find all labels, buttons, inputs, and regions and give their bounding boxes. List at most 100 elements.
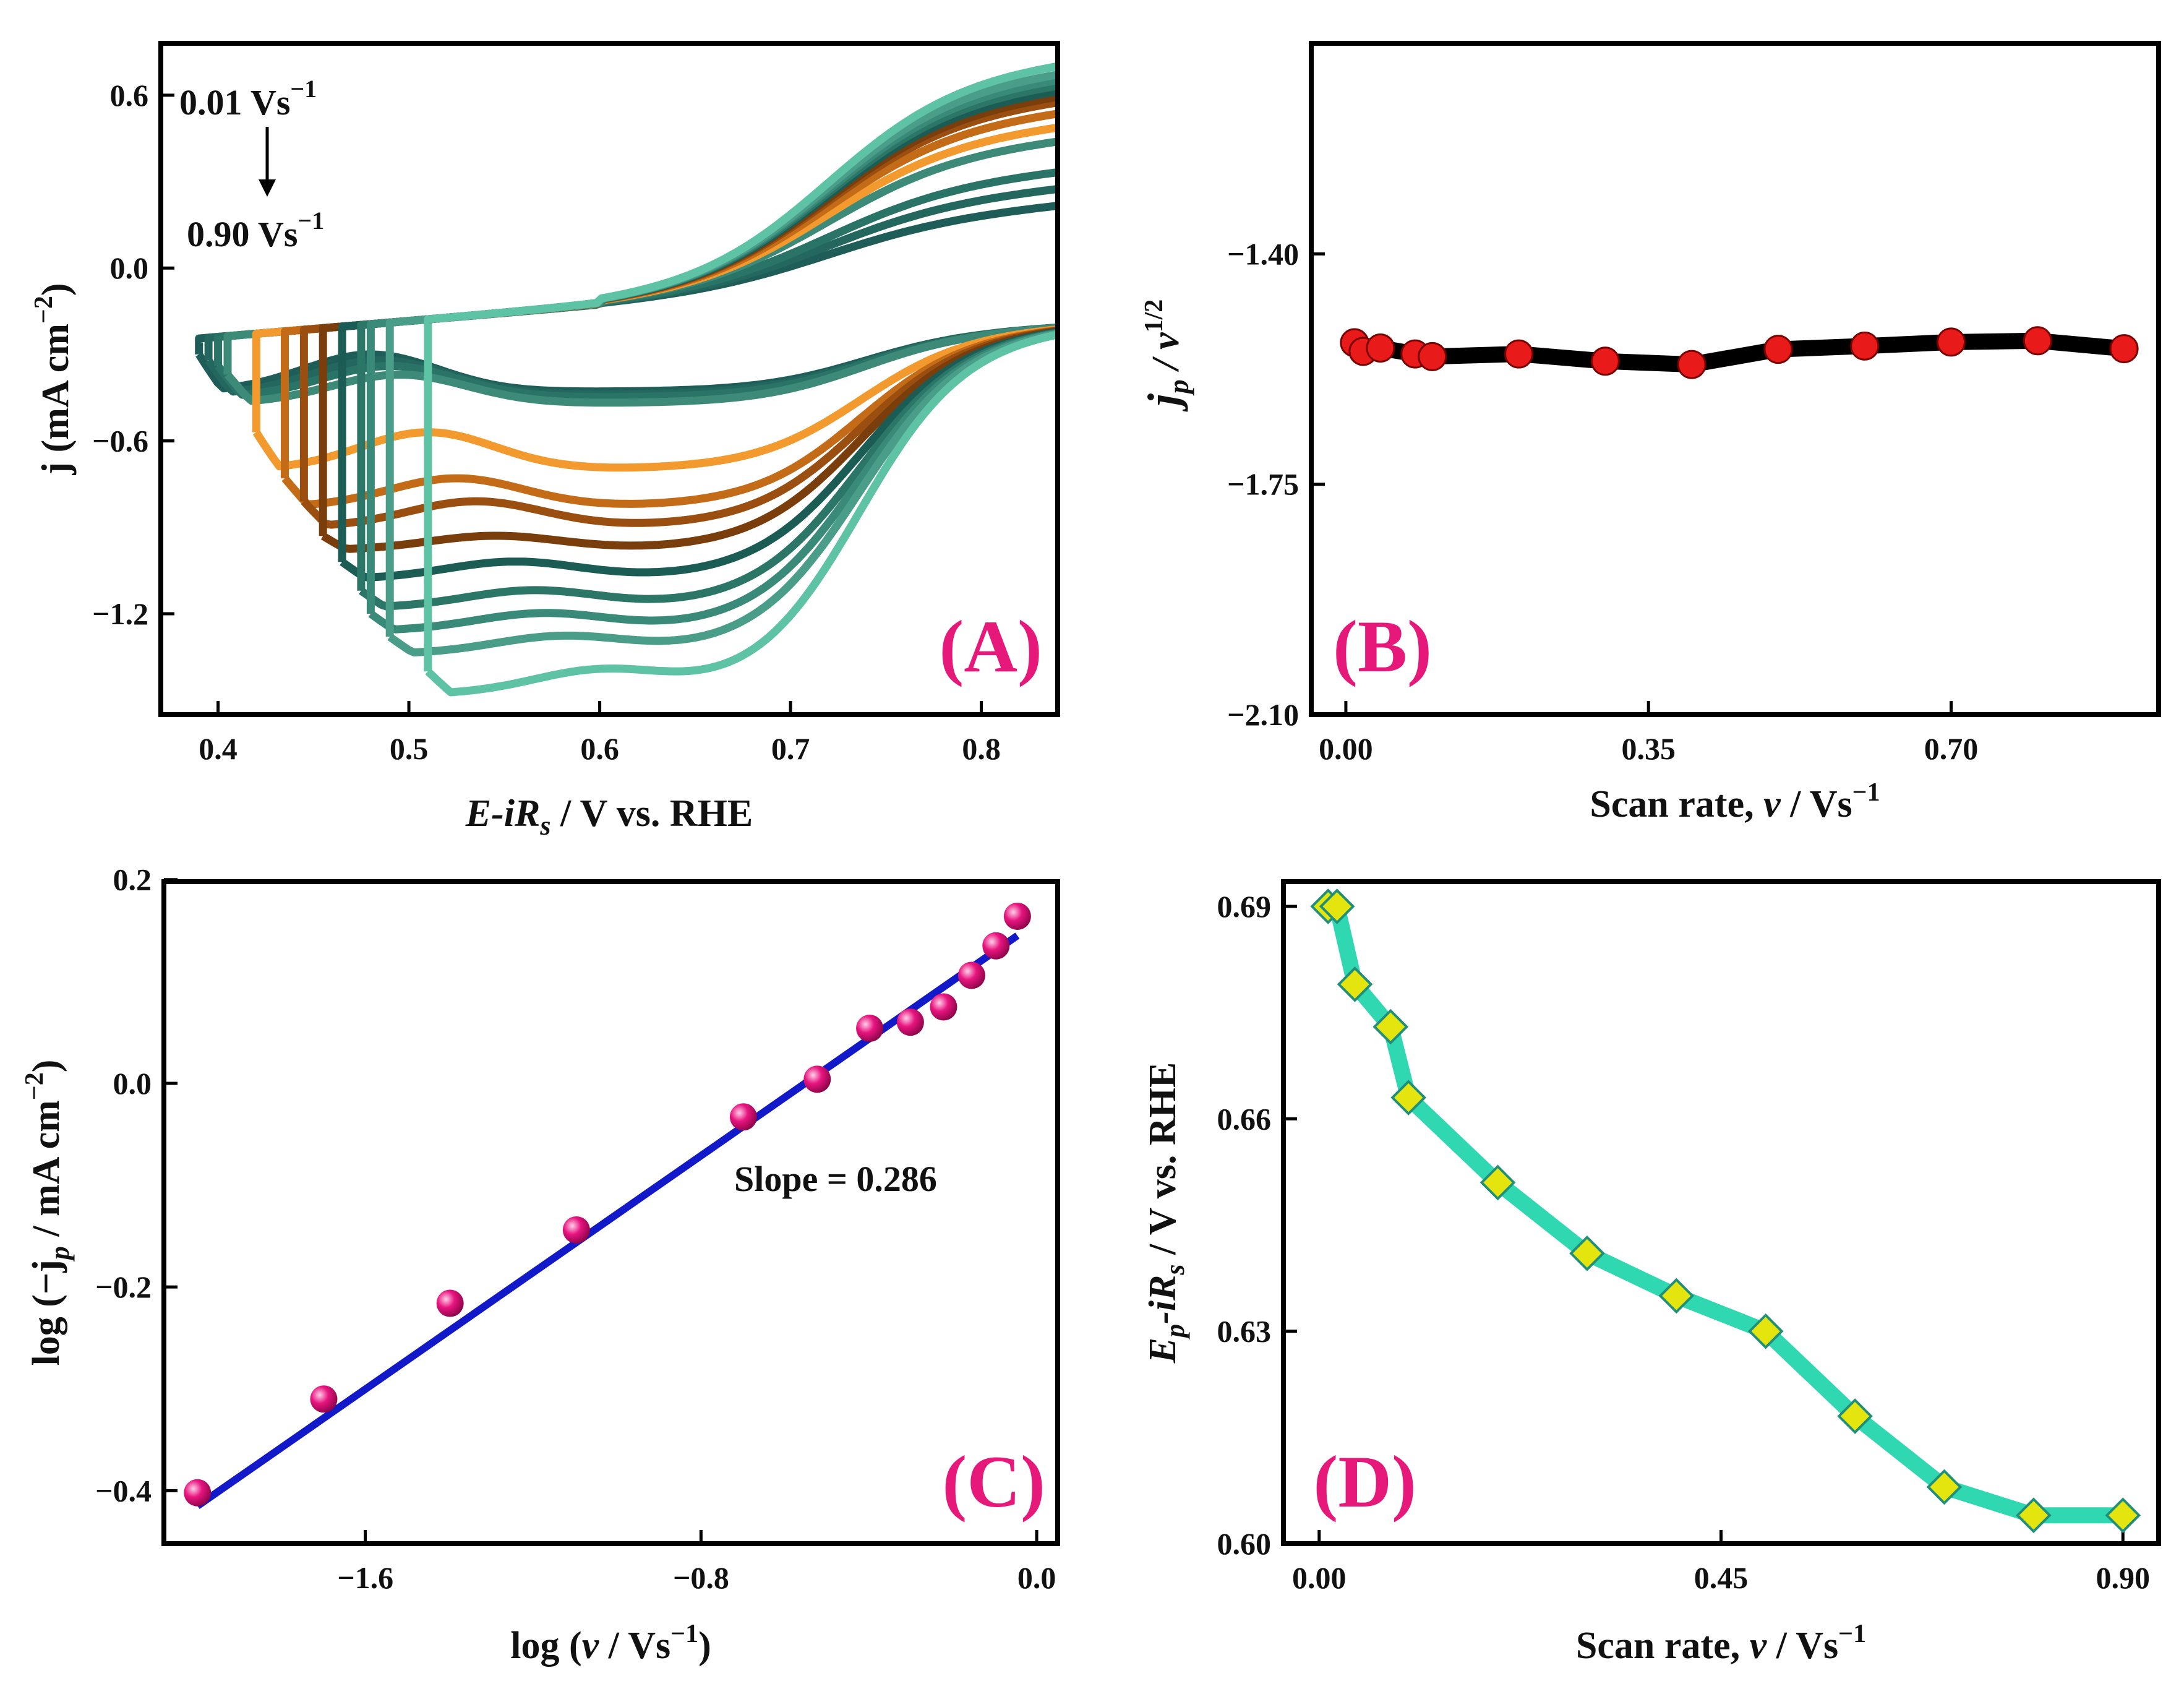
scan-rate-annotation-end: 0.90 Vs−1 xyxy=(187,207,324,254)
data-point-d xyxy=(1926,1469,1963,1505)
y-label-end: / V vs. RHE xyxy=(1142,1062,1184,1265)
data-point-d xyxy=(1658,1278,1695,1314)
x-tick-label-b: 0.35 xyxy=(1621,731,1676,766)
x-tick-label-c: 0.0 xyxy=(1017,1560,1056,1595)
data-point-b xyxy=(1936,327,1966,357)
x-label-main: Scan rate, xyxy=(1576,1625,1750,1667)
data-point-c xyxy=(562,1216,590,1244)
y-label-end: ) xyxy=(25,1060,67,1073)
y-tick-label-d: 0.66 xyxy=(1217,1101,1272,1136)
data-point-d xyxy=(1837,1398,1873,1434)
data-point-d xyxy=(1372,1008,1409,1045)
x-label-main: E-iR xyxy=(465,793,541,835)
data-point-c xyxy=(957,961,985,989)
y-tick-label-c: 0.2 xyxy=(113,862,152,897)
y-label-main: E xyxy=(1142,1338,1184,1364)
data-point-d xyxy=(1480,1164,1516,1201)
x-axis-label-a: E-iRs / V vs. RHE xyxy=(465,793,753,841)
x-tick-label-a: 0.4 xyxy=(199,731,238,766)
x-label-rest: / V vs. RHE xyxy=(550,793,753,835)
x-tick-label-c: −0.8 xyxy=(673,1560,729,1595)
data-point-c xyxy=(896,1008,924,1036)
data-point-c xyxy=(1003,902,1031,930)
y-tick-label-c: −0.2 xyxy=(95,1270,152,1304)
data-point-c xyxy=(729,1103,757,1131)
data-point-d xyxy=(1390,1080,1426,1116)
y-label-sup: −2 xyxy=(20,1072,49,1100)
y-tick-label-d: 0.63 xyxy=(1217,1314,1272,1349)
x-label-ital: v xyxy=(1750,1625,1768,1667)
x-tick-label-d: 0.45 xyxy=(1694,1560,1749,1595)
data-point-b xyxy=(1366,333,1395,363)
x-tick-label-d: 0.90 xyxy=(2096,1560,2150,1595)
y-label-rest: / mA cm xyxy=(25,1100,67,1246)
y-label-sub: p xyxy=(1163,379,1194,396)
annotation-top-text: 0.01 Vs xyxy=(179,82,290,123)
x-label-ital: v xyxy=(582,1625,600,1667)
panel-b: 0.00 0.35 0.70 −1.40 −1.75 −2.10 (B) Scan rate,… xyxy=(1139,41,2161,825)
x-axis-label-c: log (v / Vs−1) xyxy=(510,1620,711,1667)
data-point-c xyxy=(982,932,1010,960)
data-point-d xyxy=(2105,1497,2141,1534)
data-point-d xyxy=(1337,966,1373,1002)
x-label-rest: / Vs xyxy=(1781,783,1852,825)
scan-rate-annotation-start: 0.01 Vs−1 xyxy=(179,75,317,123)
data-point-d xyxy=(1569,1235,1605,1271)
data-point-c xyxy=(436,1289,464,1317)
x-label-rest: / Vs xyxy=(1766,1625,1838,1667)
data-point-c xyxy=(803,1065,831,1093)
data-point-d xyxy=(1747,1313,1784,1349)
y-label-sub: p xyxy=(45,1246,75,1262)
data-point-c xyxy=(310,1385,338,1413)
plot-frame-a xyxy=(158,41,1060,717)
data-point-c xyxy=(184,1479,212,1507)
y-axis-label-c: log (−jp / mA cm−2) xyxy=(20,1060,75,1366)
panel-label-b: (B) xyxy=(1333,605,1432,687)
annotation-bottom-text: 0.90 Vs xyxy=(187,214,298,254)
y-tick-label-d: 0.69 xyxy=(1217,889,1272,924)
y-tick-label-d: 0.60 xyxy=(1217,1526,1272,1561)
y-tick-label-a: 0.6 xyxy=(110,78,149,113)
data-point-b xyxy=(2109,334,2139,364)
y-tick-label-a: −1.2 xyxy=(92,596,148,631)
x-label-sup: −1 xyxy=(1838,1620,1866,1648)
data-point-c xyxy=(930,993,957,1021)
x-axis-label-d: Scan rate, v / Vs−1 xyxy=(1576,1620,1866,1667)
data-point-b xyxy=(1677,350,1707,379)
x-label-rest: / Vs xyxy=(599,1625,670,1667)
data-point-b xyxy=(1504,339,1534,369)
panel-label-c: (C) xyxy=(942,1440,1045,1523)
y-tick-label-c: −0.4 xyxy=(95,1473,152,1508)
annotation-bottom-sup: −1 xyxy=(298,207,324,234)
data-point-b xyxy=(1763,335,1793,364)
x-axis-label-b: Scan rate, v / Vs−1 xyxy=(1590,778,1880,825)
y-tick-label-c: 0.0 xyxy=(113,1066,152,1101)
y-axis-label-a: j (mA cm−2) xyxy=(30,283,77,475)
panel-d: 0.00 0.45 0.90 0.69 0.66 0.63 0.60 (D) Scan rate… xyxy=(1142,879,2161,1667)
annotation-arrow-head xyxy=(259,179,276,197)
x-label-end: ) xyxy=(698,1625,711,1667)
x-label-sub: s xyxy=(539,810,550,841)
y-tick-label-b: −1.75 xyxy=(1227,467,1299,502)
y-label-main: log (−j xyxy=(25,1260,67,1365)
panel-label-a: (A) xyxy=(939,605,1042,687)
x-tick-label-a: 0.8 xyxy=(962,731,1001,766)
data-point-b xyxy=(2023,326,2052,356)
y-label-main: j (mA cm xyxy=(35,324,77,475)
x-label-main: log ( xyxy=(510,1625,581,1667)
panel-c: −1.6 −0.8 0.0 0.2 0.0 −0.2 −0.4 Slope = 0.286 (C… xyxy=(20,862,1060,1667)
y-label-sub2: s xyxy=(1160,1265,1190,1276)
y-tick-label-b: −2.10 xyxy=(1227,697,1299,732)
y-tick-label-b: −1.40 xyxy=(1227,236,1299,271)
y-tick-label-a: 0.0 xyxy=(110,251,149,285)
data-point-d xyxy=(1319,888,1355,924)
x-tick-label-d: 0.00 xyxy=(1292,1560,1347,1595)
cv-series-line xyxy=(424,62,1058,697)
x-tick-label-a: 0.7 xyxy=(771,731,810,766)
x-label-sup: −1 xyxy=(1852,778,1880,807)
data-point-c xyxy=(856,1015,884,1043)
x-tick-label-b: 0.00 xyxy=(1319,731,1373,766)
y-label-end: ) xyxy=(35,283,77,296)
